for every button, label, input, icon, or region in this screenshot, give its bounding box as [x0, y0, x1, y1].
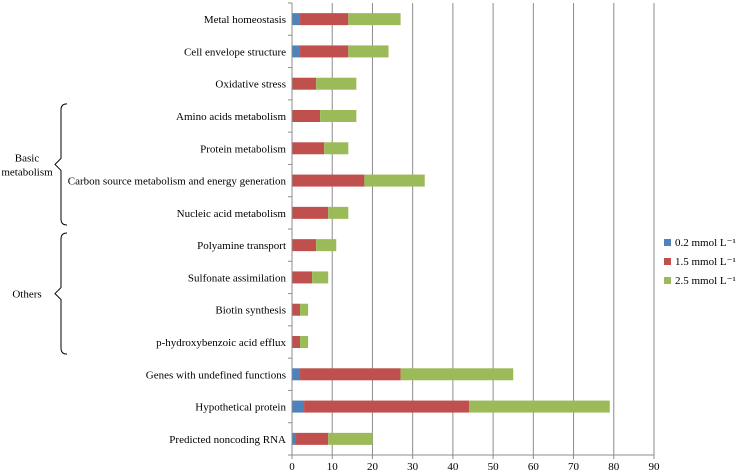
axes [288, 2, 655, 459]
legend-label-1: 0.2 mmol L⁻¹ [675, 237, 736, 249]
category-label-genes-with-undefined-functions: Genes with undefined functions [146, 369, 286, 381]
category-label-sulfonate-assimilation: Sulfonate assimilation [188, 272, 287, 284]
bar-sulfonate-assimilation-series-2 [292, 271, 313, 284]
group-label-others: Others [12, 289, 41, 301]
bar-polyamine-transport-series-3 [316, 239, 337, 252]
group-label-basic: Basic [15, 152, 40, 164]
bar-hypothetical-protein-series-1 [292, 400, 305, 413]
x-tick-label-40: 40 [447, 461, 459, 473]
bar-protein-metabolism-series-3 [324, 142, 349, 155]
x-tick-label-60: 60 [528, 461, 540, 473]
bar-amino-acids-metabolism-series-2 [292, 110, 321, 122]
bar-p-hydroxybenzoic-acid-efflux-series-3 [300, 336, 309, 348]
legend-swatch-2 [664, 258, 671, 265]
category-label-predicted-noncoding-rna: Predicted noncoding RNA [169, 434, 286, 446]
bar-cell-envelope-structure-series-1 [292, 45, 301, 58]
bar-polyamine-transport-series-2 [292, 239, 317, 252]
group-brackets: Basic metabolism Others [1, 103, 68, 355]
group-bracket-2 [54, 232, 68, 355]
legend-label-2: 1.5 mmol L⁻¹ [675, 256, 736, 268]
bar-metal-homeostasis-series-3 [348, 13, 401, 26]
bar-biotin-synthesis-series-2 [292, 303, 301, 316]
x-tick-label-80: 80 [608, 461, 620, 473]
bar-carbon-source-metabolism-and-energy-generation-series-2 [292, 174, 365, 187]
bar-predicted-noncoding-rna-series-2 [296, 432, 329, 445]
bars [292, 13, 610, 445]
group-bracket-1 [54, 103, 68, 226]
bar-carbon-source-metabolism-and-energy-generation-series-3 [364, 174, 425, 187]
category-label-biotin-synthesis: Biotin synthesis [215, 305, 286, 317]
bar-genes-with-undefined-functions-series-1 [292, 368, 301, 381]
bar-genes-with-undefined-functions-series-2 [300, 368, 401, 381]
legend-swatch-3 [664, 277, 671, 284]
bar-biotin-synthesis-series-3 [300, 303, 309, 316]
bar-metal-homeostasis-series-2 [300, 13, 349, 26]
x-tick-label-10: 10 [327, 461, 339, 473]
bar-hypothetical-protein-series-3 [468, 400, 610, 413]
category-label-p-hydroxybenzoic-acid-efflux: p-hydroxybenzoic acid efflux [156, 337, 286, 349]
legend: 0.2 mmol L⁻¹ 1.5 mmol L⁻¹ 2.5 mmol L⁻¹ [664, 237, 736, 287]
category-label-polyamine-transport: Polyamine transport [197, 240, 286, 252]
x-tick-label-70: 70 [568, 461, 580, 473]
grid-lines [331, 3, 655, 455]
category-label-amino-acids-metabolism: Amino acids metabolism [176, 111, 286, 123]
bar-p-hydroxybenzoic-acid-efflux-series-2 [292, 336, 301, 348]
group-label-metabolism: metabolism [1, 166, 53, 178]
bar-amino-acids-metabolism-series-3 [320, 110, 357, 122]
bar-protein-metabolism-series-2 [292, 142, 325, 155]
bar-predicted-noncoding-rna-series-3 [328, 432, 373, 445]
bar-genes-with-undefined-functions-series-3 [400, 368, 514, 381]
x-tick-label-0: 0 [289, 461, 295, 473]
legend-swatch-1 [664, 239, 671, 246]
category-label-carbon-source-metabolism-and-energy-generation: Carbon source metabolism and energy gene… [68, 176, 287, 188]
bar-oxidative-stress-series-3 [316, 77, 357, 90]
x-tick-label-20: 20 [367, 461, 379, 473]
bar-cell-envelope-structure-series-3 [348, 45, 389, 58]
bar-nucleic-acid-metabolism-series-2 [292, 206, 329, 219]
category-label-cell-envelope-structure: Cell envelope structure [184, 46, 286, 58]
x-tick-label-30: 30 [407, 461, 419, 473]
category-label-protein-metabolism: Protein metabolism [200, 143, 286, 155]
bar-predicted-noncoding-rna-series-1 [292, 432, 297, 445]
bar-nucleic-acid-metabolism-series-3 [328, 206, 349, 219]
bar-metal-homeostasis-series-1 [292, 13, 301, 26]
x-tick-labels: 0 10 20 30 40 50 60 70 80 90 [289, 461, 660, 473]
category-label-metal-homeostasis: Metal homeostasis [204, 14, 286, 26]
bar-sulfonate-assimilation-series-3 [312, 271, 329, 284]
category-label-nucleic-acid-metabolism: Nucleic acid metabolism [177, 208, 287, 220]
bar-hypothetical-protein-series-2 [304, 400, 469, 413]
category-label-oxidative-stress: Oxidative stress [215, 79, 286, 91]
bar-oxidative-stress-series-2 [292, 77, 317, 90]
bar-cell-envelope-structure-series-2 [300, 45, 349, 58]
category-labels: Metal homeostasis Cell envelope structure… [68, 14, 287, 446]
category-label-hypothetical-protein: Hypothetical protein [195, 402, 286, 414]
x-tick-label-50: 50 [488, 461, 500, 473]
x-tick-label-90: 90 [649, 461, 661, 473]
legend-label-3: 2.5 mmol L⁻¹ [675, 275, 736, 287]
